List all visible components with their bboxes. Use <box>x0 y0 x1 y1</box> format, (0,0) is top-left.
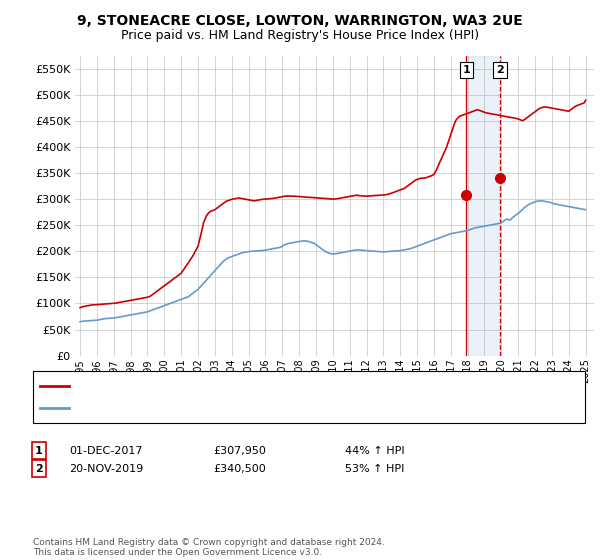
Text: 1: 1 <box>463 65 470 75</box>
Text: 2: 2 <box>35 464 43 474</box>
Text: 1: 1 <box>35 446 43 456</box>
Text: £340,500: £340,500 <box>213 464 266 474</box>
Text: 01-DEC-2017: 01-DEC-2017 <box>69 446 143 456</box>
Bar <box>466 56 500 356</box>
Text: 9, STONEACRE CLOSE, LOWTON, WARRINGTON, WA3 2UE: 9, STONEACRE CLOSE, LOWTON, WARRINGTON, … <box>77 14 523 28</box>
Text: Contains HM Land Registry data © Crown copyright and database right 2024.
This d: Contains HM Land Registry data © Crown c… <box>33 538 385 557</box>
Text: 53% ↑ HPI: 53% ↑ HPI <box>345 464 404 474</box>
Text: 9, STONEACRE CLOSE, LOWTON, WARRINGTON, WA3 2UE (detached house): 9, STONEACRE CLOSE, LOWTON, WARRINGTON, … <box>72 381 466 391</box>
Text: Price paid vs. HM Land Registry's House Price Index (HPI): Price paid vs. HM Land Registry's House … <box>121 29 479 42</box>
Text: £307,950: £307,950 <box>213 446 266 456</box>
Text: HPI: Average price, detached house, Wigan: HPI: Average price, detached house, Wiga… <box>72 403 298 413</box>
Text: 44% ↑ HPI: 44% ↑ HPI <box>345 446 404 456</box>
Text: 2: 2 <box>496 65 504 75</box>
Text: 20-NOV-2019: 20-NOV-2019 <box>69 464 143 474</box>
